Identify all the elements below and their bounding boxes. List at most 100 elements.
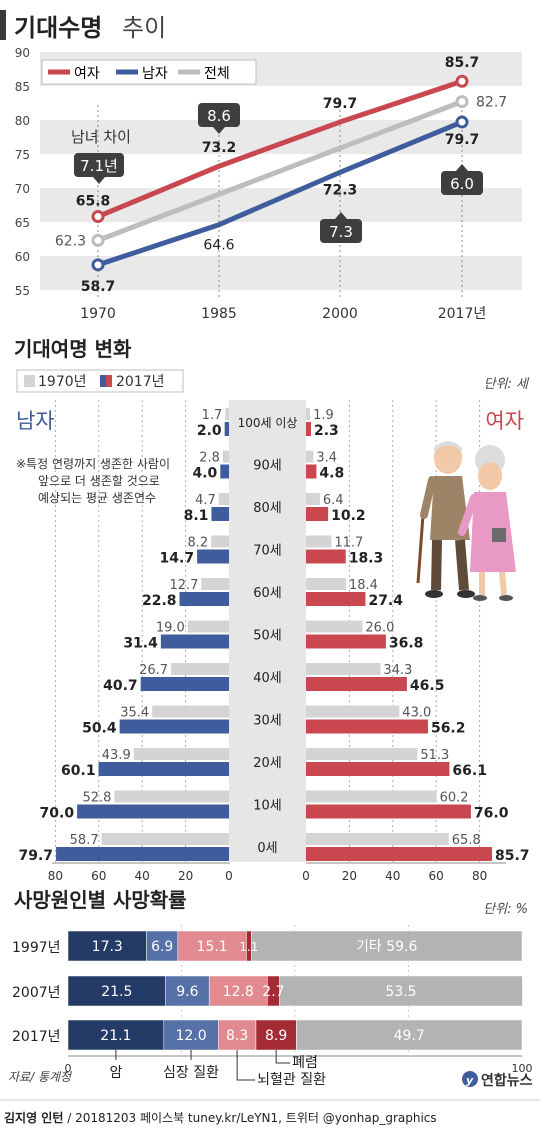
female-1970-value-0: 1.9 xyxy=(313,408,334,423)
series-line-male xyxy=(97,119,463,268)
female-1970-value-8: 51.3 xyxy=(420,748,449,763)
male-2017-value-5: 31.4 xyxy=(123,636,158,652)
female-1970-value-7: 43.0 xyxy=(402,706,431,721)
age-label-9: 10세 xyxy=(253,799,282,814)
pyramid-age-labels: 100세 이상 90세 80세 70세 60세 50세 40세 30세 20세 10세 0세 xyxy=(238,416,298,856)
note-line-1: ※특정 연령까지 생존한 사람이 xyxy=(16,457,170,471)
segment-1-1 xyxy=(165,975,210,1007)
legend-female-label: 여자 xyxy=(74,66,100,82)
male-1970-bar-9 xyxy=(114,790,229,803)
axis-right-tick-80: 80 xyxy=(472,869,487,883)
male-2017-value-4: 22.8 xyxy=(142,593,177,609)
segment-value-1-2: 12.8 xyxy=(223,984,254,1000)
segment-1-0 xyxy=(67,975,166,1007)
male-2017-bar-8 xyxy=(98,762,229,776)
axis-left-tick-0: 0 xyxy=(225,869,233,883)
male-2017-bar-6 xyxy=(140,677,229,691)
gap-box-tip-0 xyxy=(93,177,105,184)
female-2017-value-9: 76.0 xyxy=(474,806,509,822)
female-2017-bar-5 xyxy=(306,634,386,649)
male-1970-value-3: 8.2 xyxy=(188,536,209,551)
gap-box-bg-3 xyxy=(441,171,483,195)
male-side-label: 남자 xyxy=(16,409,55,433)
gender-gap-labels: 7.1년 8.6 7.3 6.0 xyxy=(74,103,483,243)
male-1970-bar-8 xyxy=(133,748,229,760)
male-2017-value-2: 8.1 xyxy=(184,508,209,524)
y-tick-65: 65 xyxy=(15,216,30,230)
female-1970-value-5: 26.0 xyxy=(365,621,394,636)
female-2017-value-10: 85.7 xyxy=(495,848,530,864)
male-1970-bar-4 xyxy=(201,578,229,590)
title-light: 추이 xyxy=(122,14,166,42)
male-1970-value-5: 19.0 xyxy=(156,621,185,636)
female-2017-bar-4 xyxy=(306,592,366,606)
female-2017-value-1: 4.8 xyxy=(319,466,344,482)
total-value-1: 82.7 xyxy=(476,95,507,111)
segment-value-0-1: 6.9 xyxy=(151,939,173,955)
title-accent-bar xyxy=(0,10,6,40)
age-label-0: 100세 이상 xyxy=(238,416,298,430)
female-1970-value-4: 18.4 xyxy=(349,578,378,593)
age-label-8: 20세 xyxy=(253,756,282,771)
male-1970-bar-1 xyxy=(222,450,229,463)
axis-left-tick-80: 80 xyxy=(48,869,63,883)
axis-left-tick-60: 60 xyxy=(91,869,106,883)
male-1970-bar-2 xyxy=(218,493,229,505)
point-total-3 xyxy=(455,95,469,109)
segment-value-2-4: 49.7 xyxy=(394,1028,425,1044)
male-1970-value-9: 52.8 xyxy=(82,791,111,806)
stacked-category-2: 2017년 xyxy=(12,1029,61,1045)
segment-0-1 xyxy=(146,930,179,962)
segment-0-2 xyxy=(177,930,247,962)
segment-value-0-4: 기타 59.6 xyxy=(356,939,417,955)
elderly-couple-illustration xyxy=(416,441,516,601)
line-chart-value-labels: 65.8 73.2 79.7 85.7 58.7 64.6 72.3 79.7 62.3 82.7 xyxy=(55,55,507,295)
line-chart-legend: 여자 남자 전체 xyxy=(41,59,257,85)
gap-box-tip-1 xyxy=(213,127,225,134)
segment-1-2 xyxy=(208,975,268,1007)
gap-box-tip-3 xyxy=(456,164,468,171)
pyramid-value-labels: 1.72.0 1.92.3 2.84.0 3.44.8 4.78.1 6.410.2 8.2… xyxy=(19,408,530,864)
credit-author: 김지영 인턴 xyxy=(4,1110,63,1125)
age-label-4: 60세 xyxy=(253,586,282,601)
legend-2017-swatch-male xyxy=(100,375,106,387)
gap-box-bg-2 xyxy=(320,219,362,243)
life-expectancy-title: 기대여명 변화 xyxy=(14,337,132,361)
legend-2017-label: 2017년 xyxy=(116,374,165,390)
legend-male-label: 남자 xyxy=(142,66,168,82)
note-line-2: 앞으로 더 생존할 것으로 xyxy=(38,474,160,488)
line-chart-points xyxy=(91,74,469,272)
footer-credit: 김지영 인턴 / 20181203 페이스북 tuney.kr/LeYN1, 트… xyxy=(4,1110,437,1125)
female-value-2: 79.7 xyxy=(323,96,358,112)
axis-left-tick-40: 40 xyxy=(135,869,150,883)
age-label-7: 30세 xyxy=(253,714,282,729)
callout-stroke: 뇌혈관 질환 xyxy=(257,1072,326,1088)
female-2017-value-2: 10.2 xyxy=(331,508,366,524)
segment-value-2-2: 8.3 xyxy=(226,1028,248,1044)
x-tick-0: 1970 xyxy=(80,306,116,322)
line-chart-y-ticks: 90 85 80 75 70 65 60 55 xyxy=(15,46,30,298)
credit-rest: / 20181203 페이스북 tuney.kr/LeYN1, 트위터 @yon… xyxy=(63,1111,436,1125)
female-2017-value-8: 66.1 xyxy=(452,763,487,779)
male-1970-bar-6 xyxy=(171,663,229,675)
female-1970-value-1: 3.4 xyxy=(316,451,337,466)
legend-total-label: 전체 xyxy=(204,66,230,82)
male-2017-value-3: 14.7 xyxy=(160,551,195,567)
point-male-0 xyxy=(91,258,105,272)
band-55 xyxy=(40,256,522,290)
male-2017-bar-0 xyxy=(224,422,229,436)
female-2017-bar-9 xyxy=(306,804,471,819)
stacked-category-0: 1997년 xyxy=(12,940,61,956)
female-value-1: 73.2 xyxy=(202,140,237,156)
male-2017-value-6: 40.7 xyxy=(103,678,138,694)
axis-right-tick-20: 20 xyxy=(342,869,357,883)
svg-text:y: y xyxy=(466,1074,474,1087)
point-female-0 xyxy=(91,210,105,224)
age-label-1: 90세 xyxy=(253,459,282,474)
segment-2-4 xyxy=(296,1019,523,1051)
segment-value-1-4: 53.5 xyxy=(385,984,416,1000)
segment-value-2-3: 8.9 xyxy=(265,1028,287,1044)
male-2017-bar-1 xyxy=(220,464,229,479)
pyramid-legend: 1970년 2017년 xyxy=(16,369,184,393)
female-2017-bar-6 xyxy=(306,677,407,691)
